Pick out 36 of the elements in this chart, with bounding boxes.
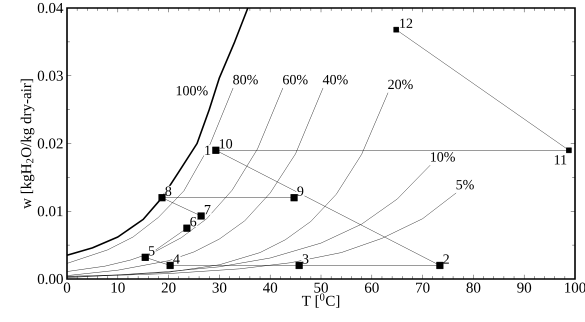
annotation: 1 (205, 146, 210, 155)
annotation: 5 (148, 246, 154, 256)
x-tick-label: 60 (364, 282, 379, 293)
x-tick-label: 90 (517, 282, 532, 293)
annotation: 12 (400, 18, 412, 28)
series-label: 100% (176, 86, 208, 96)
y-tick-label: 0.01 (38, 206, 63, 216)
annotation: 8 (165, 186, 172, 196)
x-tick-label: 0 (64, 282, 70, 293)
series-label: 10% (430, 152, 455, 162)
x-tick-label: 10 (112, 282, 125, 293)
y-tick-label: 0.02 (38, 138, 63, 149)
annotation: 7 (204, 205, 211, 214)
annotation: 9 (297, 186, 304, 196)
x-axis-title: T [$^{0}$C] (302, 294, 340, 308)
x-tick-label: 80 (466, 282, 480, 293)
x-tick-label: 30 (212, 282, 226, 293)
y-tick-label: 0.00 (38, 274, 63, 284)
annotation: 6 (190, 216, 196, 226)
annotation: 4 (173, 254, 180, 264)
series-label: 40% (322, 74, 348, 84)
annotation: 11 (554, 155, 566, 164)
series-label: 60% (283, 74, 308, 84)
y-tick-label: 0.04 (38, 2, 64, 14)
y-tick-label: 0.03 (38, 70, 63, 81)
y-axis-title: w [kgH$_{2}$O/kg dry-air] (20, 79, 34, 209)
series-label: 5% (456, 180, 474, 190)
x-tick-label: 50 (314, 282, 328, 293)
annotation: 10 (220, 139, 232, 148)
annotation: 3 (302, 254, 308, 264)
x-tick-label: 70 (416, 282, 430, 293)
x-tick-label: 20 (162, 282, 176, 293)
series-label: 80% (233, 74, 258, 84)
series-label: 20% (388, 80, 413, 90)
annotation: 2 (443, 254, 449, 264)
x-tick-label: 40 (263, 282, 278, 293)
